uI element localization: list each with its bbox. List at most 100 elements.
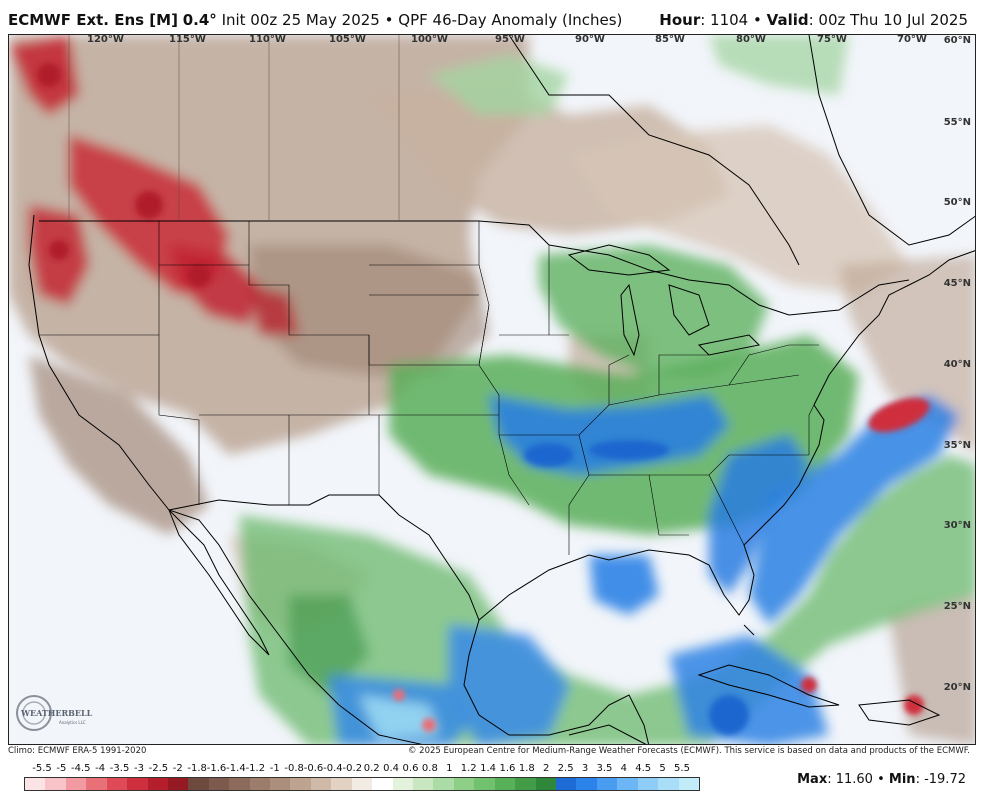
- state-borders: [39, 221, 820, 555]
- colorbar-swatch: [678, 778, 699, 790]
- baja-peninsula: [168, 509, 270, 656]
- colorbar: [24, 777, 700, 791]
- hour-label: Hour: [659, 11, 701, 29]
- colorbar-tick-label: 1.6: [499, 763, 516, 774]
- canada-province-borders: [68, 35, 400, 221]
- lake-erie: [697, 334, 761, 356]
- pacific-coastline: [28, 214, 423, 744]
- gulf-coast: [478, 404, 825, 621]
- valid-label: Valid: [766, 11, 809, 29]
- hispaniola: [858, 699, 941, 726]
- map-title: ECMWF Ext. Ens [M] 0.4° Init 00z 25 May …: [8, 11, 622, 29]
- colorbar-swatch: [372, 778, 393, 790]
- labrador-coast: [808, 35, 975, 246]
- colorbar-tick-label: -0.6: [303, 763, 324, 774]
- cuba: [697, 664, 840, 708]
- valid-value: 00z Thu 10 Jul 2025: [818, 11, 968, 29]
- separator: •: [384, 11, 394, 29]
- latitude-label: 25°N: [943, 601, 971, 612]
- colorbar-tick-label: -5.5: [32, 763, 52, 774]
- min-label: Min: [888, 772, 916, 787]
- latitude-label: 35°N: [943, 440, 971, 451]
- colorbar-swatch: [617, 778, 638, 790]
- longitude-label: 70°W: [897, 34, 927, 45]
- colorbar-tick-label: -4: [95, 763, 106, 774]
- colorbar-swatch: [25, 778, 46, 790]
- lake-michigan: [620, 283, 640, 357]
- colorbar-swatch: [45, 778, 66, 790]
- max-label: Max: [797, 772, 828, 787]
- colorbar-swatch: [658, 778, 679, 790]
- colorbar-swatch: [229, 778, 250, 790]
- logo-graphic: WEATHERBELL Analytics LLC: [16, 695, 93, 731]
- central-america: [568, 724, 647, 744]
- latitude-label: 20°N: [943, 682, 971, 693]
- colorbar-tick-label: -4.5: [71, 763, 91, 774]
- colorbar-tick-label: -2.5: [148, 763, 169, 774]
- longitude-label: 85°W: [655, 34, 685, 45]
- colorbar-tick-label: 3: [581, 763, 589, 774]
- map-canvas: [9, 35, 975, 744]
- colorbar-tick-label: -0.8: [284, 763, 304, 774]
- hudson-bay-coast: [508, 35, 800, 266]
- longitude-label: 110°W: [249, 34, 286, 45]
- colorbar-tick-label: 0.6: [402, 763, 419, 774]
- colorbar-swatch: [331, 778, 352, 790]
- canada-border-49n: [39, 220, 550, 246]
- colorbar-swatch: [249, 778, 271, 790]
- colorbar-tick-label: 0.4: [383, 763, 400, 774]
- colorbar-swatch: [535, 778, 556, 790]
- colorbar-swatch: [413, 778, 434, 790]
- min-value: -19.72: [924, 772, 966, 787]
- colorbar-swatch: [147, 778, 168, 790]
- lake-superior: [567, 244, 671, 276]
- florida-keys: [743, 624, 755, 636]
- colorbar-tick-label: 0.8: [421, 763, 438, 774]
- colorbar-tick-label: -3.5: [109, 763, 130, 774]
- colorbar-tick-label: -1: [269, 763, 280, 774]
- logo-subtext: Analytics LLC: [59, 720, 86, 725]
- colorbar-tick-label: -3: [133, 763, 144, 774]
- latitude-label: 45°N: [943, 278, 971, 289]
- colorbar-swatch: [188, 778, 209, 790]
- weatherbell-logo: WEATHERBELL Analytics LLC: [15, 694, 95, 732]
- init-time: Init 00z 25 May 2025: [221, 11, 380, 29]
- colorbar-tick-label: 1: [446, 763, 453, 774]
- separator: •: [753, 11, 762, 29]
- precipitation-anomaly-map: 120°W 115°W 110°W 105°W 100°W 95°W 90°W …: [8, 34, 976, 745]
- longitude-label: 80°W: [736, 34, 766, 45]
- anomaly-peaks: [37, 63, 930, 735]
- max-value: 11.60: [835, 772, 873, 787]
- political-boundaries: [28, 35, 975, 744]
- latitude-label: 30°N: [943, 520, 971, 531]
- colorbar-swatch: [290, 778, 311, 790]
- model-name: ECMWF Ext. Ens [M]: [8, 11, 178, 29]
- colorbar-tick-label: 0.2: [363, 763, 380, 774]
- valid-time-info: Hour: 1104 • Valid: 00z Thu 10 Jul 2025: [659, 11, 968, 29]
- colorbar-tick-label: -1.4: [226, 763, 246, 774]
- colorbar-swatch: [433, 778, 454, 790]
- colorbar-tick-label: 2: [543, 763, 550, 774]
- colorbar-swatch: [310, 778, 332, 790]
- colorbar-tick-label: -0.2: [342, 763, 363, 774]
- longitude-label: 75°W: [817, 34, 847, 45]
- colorbar-tick-label: 4: [620, 763, 627, 774]
- anomaly-shading: [9, 35, 975, 744]
- colorbar-swatch: [637, 778, 659, 790]
- colorbar-swatch: [392, 778, 414, 790]
- mexico-gulf-coast: [463, 619, 650, 744]
- longitude-label: 100°W: [411, 34, 448, 45]
- copyright-notice: © 2025 European Centre for Medium-Range …: [407, 746, 970, 756]
- longitude-label: 95°W: [495, 34, 525, 45]
- longitude-label: 120°W: [87, 34, 124, 45]
- title-bar: ECMWF Ext. Ens [M] 0.4° Init 00z 25 May …: [0, 0, 984, 34]
- colorbar-tick-label: -1.6: [206, 763, 227, 774]
- colorbar-tick-labels: -5.5 -5 -4.5 -4 -3.5 -3 -2.5 -2 -1.8 -1.6 -1.4 -1.2…: [24, 763, 700, 777]
- colorbar-swatch: [86, 778, 107, 790]
- latitude-label: 40°N: [943, 359, 971, 370]
- latitude-label: 60°N: [943, 35, 971, 46]
- colorbar-swatch: [127, 778, 148, 790]
- colorbar-tick-label: -1.8: [187, 763, 207, 774]
- longitude-label: 105°W: [329, 34, 366, 45]
- colorbar-swatch: [576, 778, 597, 790]
